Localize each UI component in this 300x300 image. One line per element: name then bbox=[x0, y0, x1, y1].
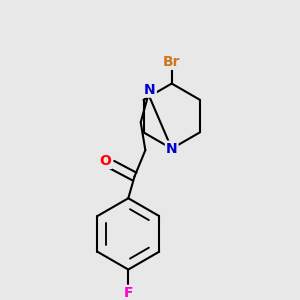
Text: N: N bbox=[144, 83, 156, 97]
Text: F: F bbox=[124, 286, 133, 300]
Text: O: O bbox=[99, 154, 111, 168]
Text: Br: Br bbox=[163, 55, 181, 69]
Text: N: N bbox=[166, 142, 178, 156]
